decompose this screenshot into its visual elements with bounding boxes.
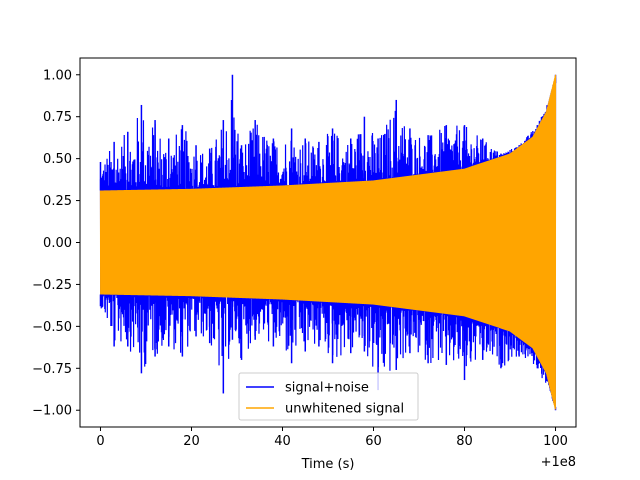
x-tick-label: 60 xyxy=(365,434,382,449)
y-tick-label: 0.50 xyxy=(43,152,72,167)
x-tick-label: 40 xyxy=(274,434,291,449)
series-line-signal-noise xyxy=(99,77,557,408)
y-tick-label: 0.00 xyxy=(43,236,72,251)
y-tick-label: 0.25 xyxy=(43,194,72,209)
legend-label-signal-noise: signal+noise xyxy=(285,381,369,396)
x-axis-offset-label: +1e8 xyxy=(541,455,576,470)
y-tick-label: 0.75 xyxy=(43,110,72,125)
x-axis-title: Time (s) xyxy=(301,457,355,472)
series-line-unwhitened-signal xyxy=(99,74,557,410)
series-band-unwhitened-signal xyxy=(100,79,556,406)
x-tick-label: 0 xyxy=(96,434,104,449)
x-tick-label: 80 xyxy=(456,434,473,449)
x-tick-label: 20 xyxy=(183,434,200,449)
y-tick-label: −0.50 xyxy=(32,320,72,335)
y-tick-label: 1.00 xyxy=(43,68,72,83)
legend-label-unwhitened-signal: unwhitened signal xyxy=(285,402,404,417)
series-group xyxy=(99,74,557,411)
x-axis: 0 20 40 60 80 100 xyxy=(96,427,568,449)
y-tick-label: −0.25 xyxy=(32,278,72,293)
legend: signal+noise unwhitened signal xyxy=(238,372,419,421)
x-tick-label: 100 xyxy=(543,434,568,449)
y-tick-label: −1.00 xyxy=(32,404,72,419)
y-tick-label: −0.75 xyxy=(32,362,72,377)
y-axis: 1.00 0.75 0.50 0.25 0.00 −0.25 −0.50 −0.75 −1.00 xyxy=(32,68,80,419)
legend-box xyxy=(238,372,419,421)
